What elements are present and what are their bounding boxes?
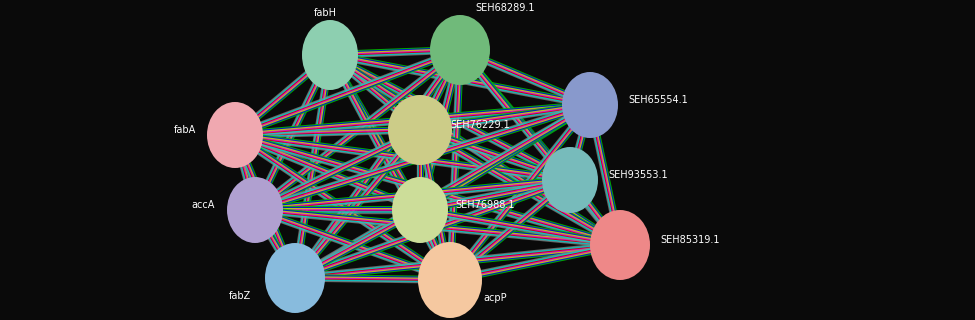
Text: SEH93553.1: SEH93553.1 xyxy=(608,170,668,180)
Ellipse shape xyxy=(562,72,618,138)
Ellipse shape xyxy=(542,147,598,213)
Text: fabA: fabA xyxy=(174,125,196,135)
Ellipse shape xyxy=(430,15,490,85)
Text: fabH: fabH xyxy=(314,8,336,18)
Ellipse shape xyxy=(207,102,263,168)
Text: accA: accA xyxy=(191,200,214,210)
Text: acpP: acpP xyxy=(484,293,507,303)
Text: SEH76229.1: SEH76229.1 xyxy=(450,120,510,130)
Text: SEH65554.1: SEH65554.1 xyxy=(628,95,688,105)
Ellipse shape xyxy=(418,242,482,318)
Ellipse shape xyxy=(388,95,452,165)
Ellipse shape xyxy=(227,177,283,243)
Ellipse shape xyxy=(265,243,325,313)
Ellipse shape xyxy=(392,177,448,243)
Text: SEH76988.1: SEH76988.1 xyxy=(455,200,515,210)
Ellipse shape xyxy=(590,210,650,280)
Text: SEH85319.1: SEH85319.1 xyxy=(660,235,720,245)
Ellipse shape xyxy=(302,20,358,90)
Text: fabZ: fabZ xyxy=(229,291,252,301)
Text: SEH68289.1: SEH68289.1 xyxy=(475,3,534,13)
